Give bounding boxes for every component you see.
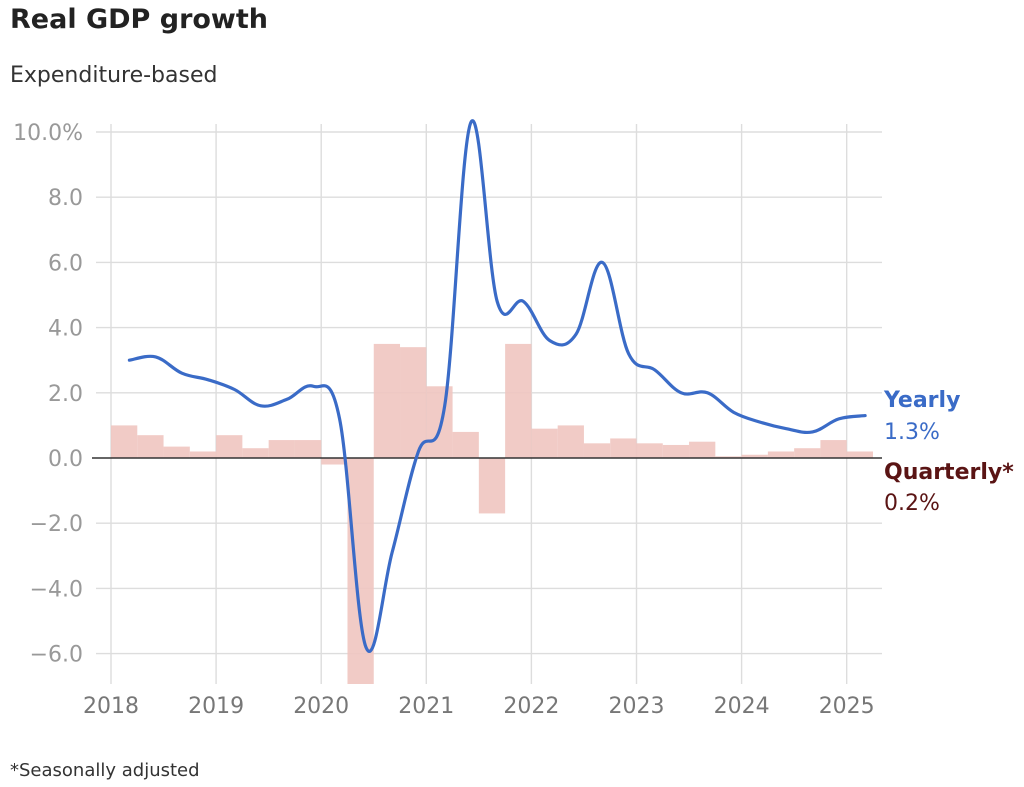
legend-quarterly-value: 0.2% bbox=[884, 491, 940, 516]
quarterly-bar bbox=[426, 386, 453, 458]
quarterly-bar bbox=[636, 443, 663, 458]
y-axis-ticks: 10.0% 8.0 6.0 4.0 2.0 0.0 −2.0 −4.0 −6.0 bbox=[13, 121, 83, 668]
legend-yearly: Yearly bbox=[883, 388, 960, 413]
x-axis-ticks: 2018 2019 2020 2021 2022 2023 2024 2025 bbox=[83, 694, 875, 719]
quarterly-bar bbox=[820, 440, 847, 458]
quarterly-bar bbox=[452, 431, 479, 458]
x-tick-label: 2022 bbox=[503, 694, 559, 719]
quarterly-bar bbox=[216, 435, 243, 458]
quarterly-bar bbox=[137, 435, 164, 458]
x-tick-label: 2023 bbox=[609, 694, 665, 719]
yearly-series-line bbox=[127, 119, 867, 653]
quarterly-bar bbox=[189, 451, 217, 458]
x-tick-label: 2025 bbox=[819, 694, 875, 719]
legend-quarterly: Quarterly* bbox=[884, 460, 1014, 485]
quarterly-bar bbox=[583, 443, 611, 458]
legend-yearly-value: 1.3% bbox=[884, 420, 940, 445]
quarterly-bar bbox=[294, 440, 322, 458]
quarterly-bar bbox=[347, 458, 374, 684]
quarterly-bar bbox=[373, 343, 401, 458]
quarterly-bar bbox=[689, 441, 716, 458]
quarterly-bars bbox=[111, 343, 873, 684]
x-tick-label: 2019 bbox=[188, 694, 244, 719]
quarterly-bar bbox=[715, 456, 742, 458]
quarterly-bar bbox=[321, 458, 348, 465]
x-tick-label: 2024 bbox=[714, 694, 770, 719]
quarterly-bar bbox=[846, 451, 873, 458]
gridlines bbox=[96, 124, 882, 684]
quarterly-bar bbox=[163, 446, 190, 458]
quarterly-bar bbox=[531, 428, 558, 458]
y-tick-label: −6.0 bbox=[30, 643, 83, 668]
quarterly-bar bbox=[111, 425, 138, 458]
quarterly-bar bbox=[242, 448, 269, 458]
quarterly-bar bbox=[662, 444, 690, 458]
quarterly-bar bbox=[557, 425, 584, 458]
footnote: *Seasonally adjusted bbox=[10, 760, 200, 781]
x-tick-label: 2018 bbox=[83, 694, 139, 719]
y-tick-label: 2.0 bbox=[48, 382, 83, 407]
quarterly-bar bbox=[400, 347, 427, 458]
y-tick-label: 10.0% bbox=[13, 121, 83, 146]
quarterly-bar bbox=[741, 454, 768, 458]
y-tick-label: −2.0 bbox=[30, 512, 83, 537]
x-tick-label: 2020 bbox=[293, 694, 349, 719]
quarterly-bar bbox=[610, 438, 637, 458]
quarterly-bar bbox=[505, 343, 532, 458]
quarterly-bar bbox=[478, 458, 506, 514]
y-tick-label: 0.0 bbox=[48, 447, 83, 472]
y-tick-label: −4.0 bbox=[30, 577, 83, 602]
y-tick-label: 6.0 bbox=[48, 251, 83, 276]
quarterly-bar bbox=[767, 451, 795, 458]
y-tick-label: 4.0 bbox=[48, 317, 83, 342]
y-tick-label: 8.0 bbox=[48, 186, 83, 211]
chart-title: Real GDP growth bbox=[10, 4, 269, 35]
quarterly-bar bbox=[794, 448, 821, 458]
chart-subtitle: Expenditure-based bbox=[10, 63, 218, 88]
x-tick-label: 2021 bbox=[398, 694, 454, 719]
quarterly-bar bbox=[268, 440, 295, 458]
